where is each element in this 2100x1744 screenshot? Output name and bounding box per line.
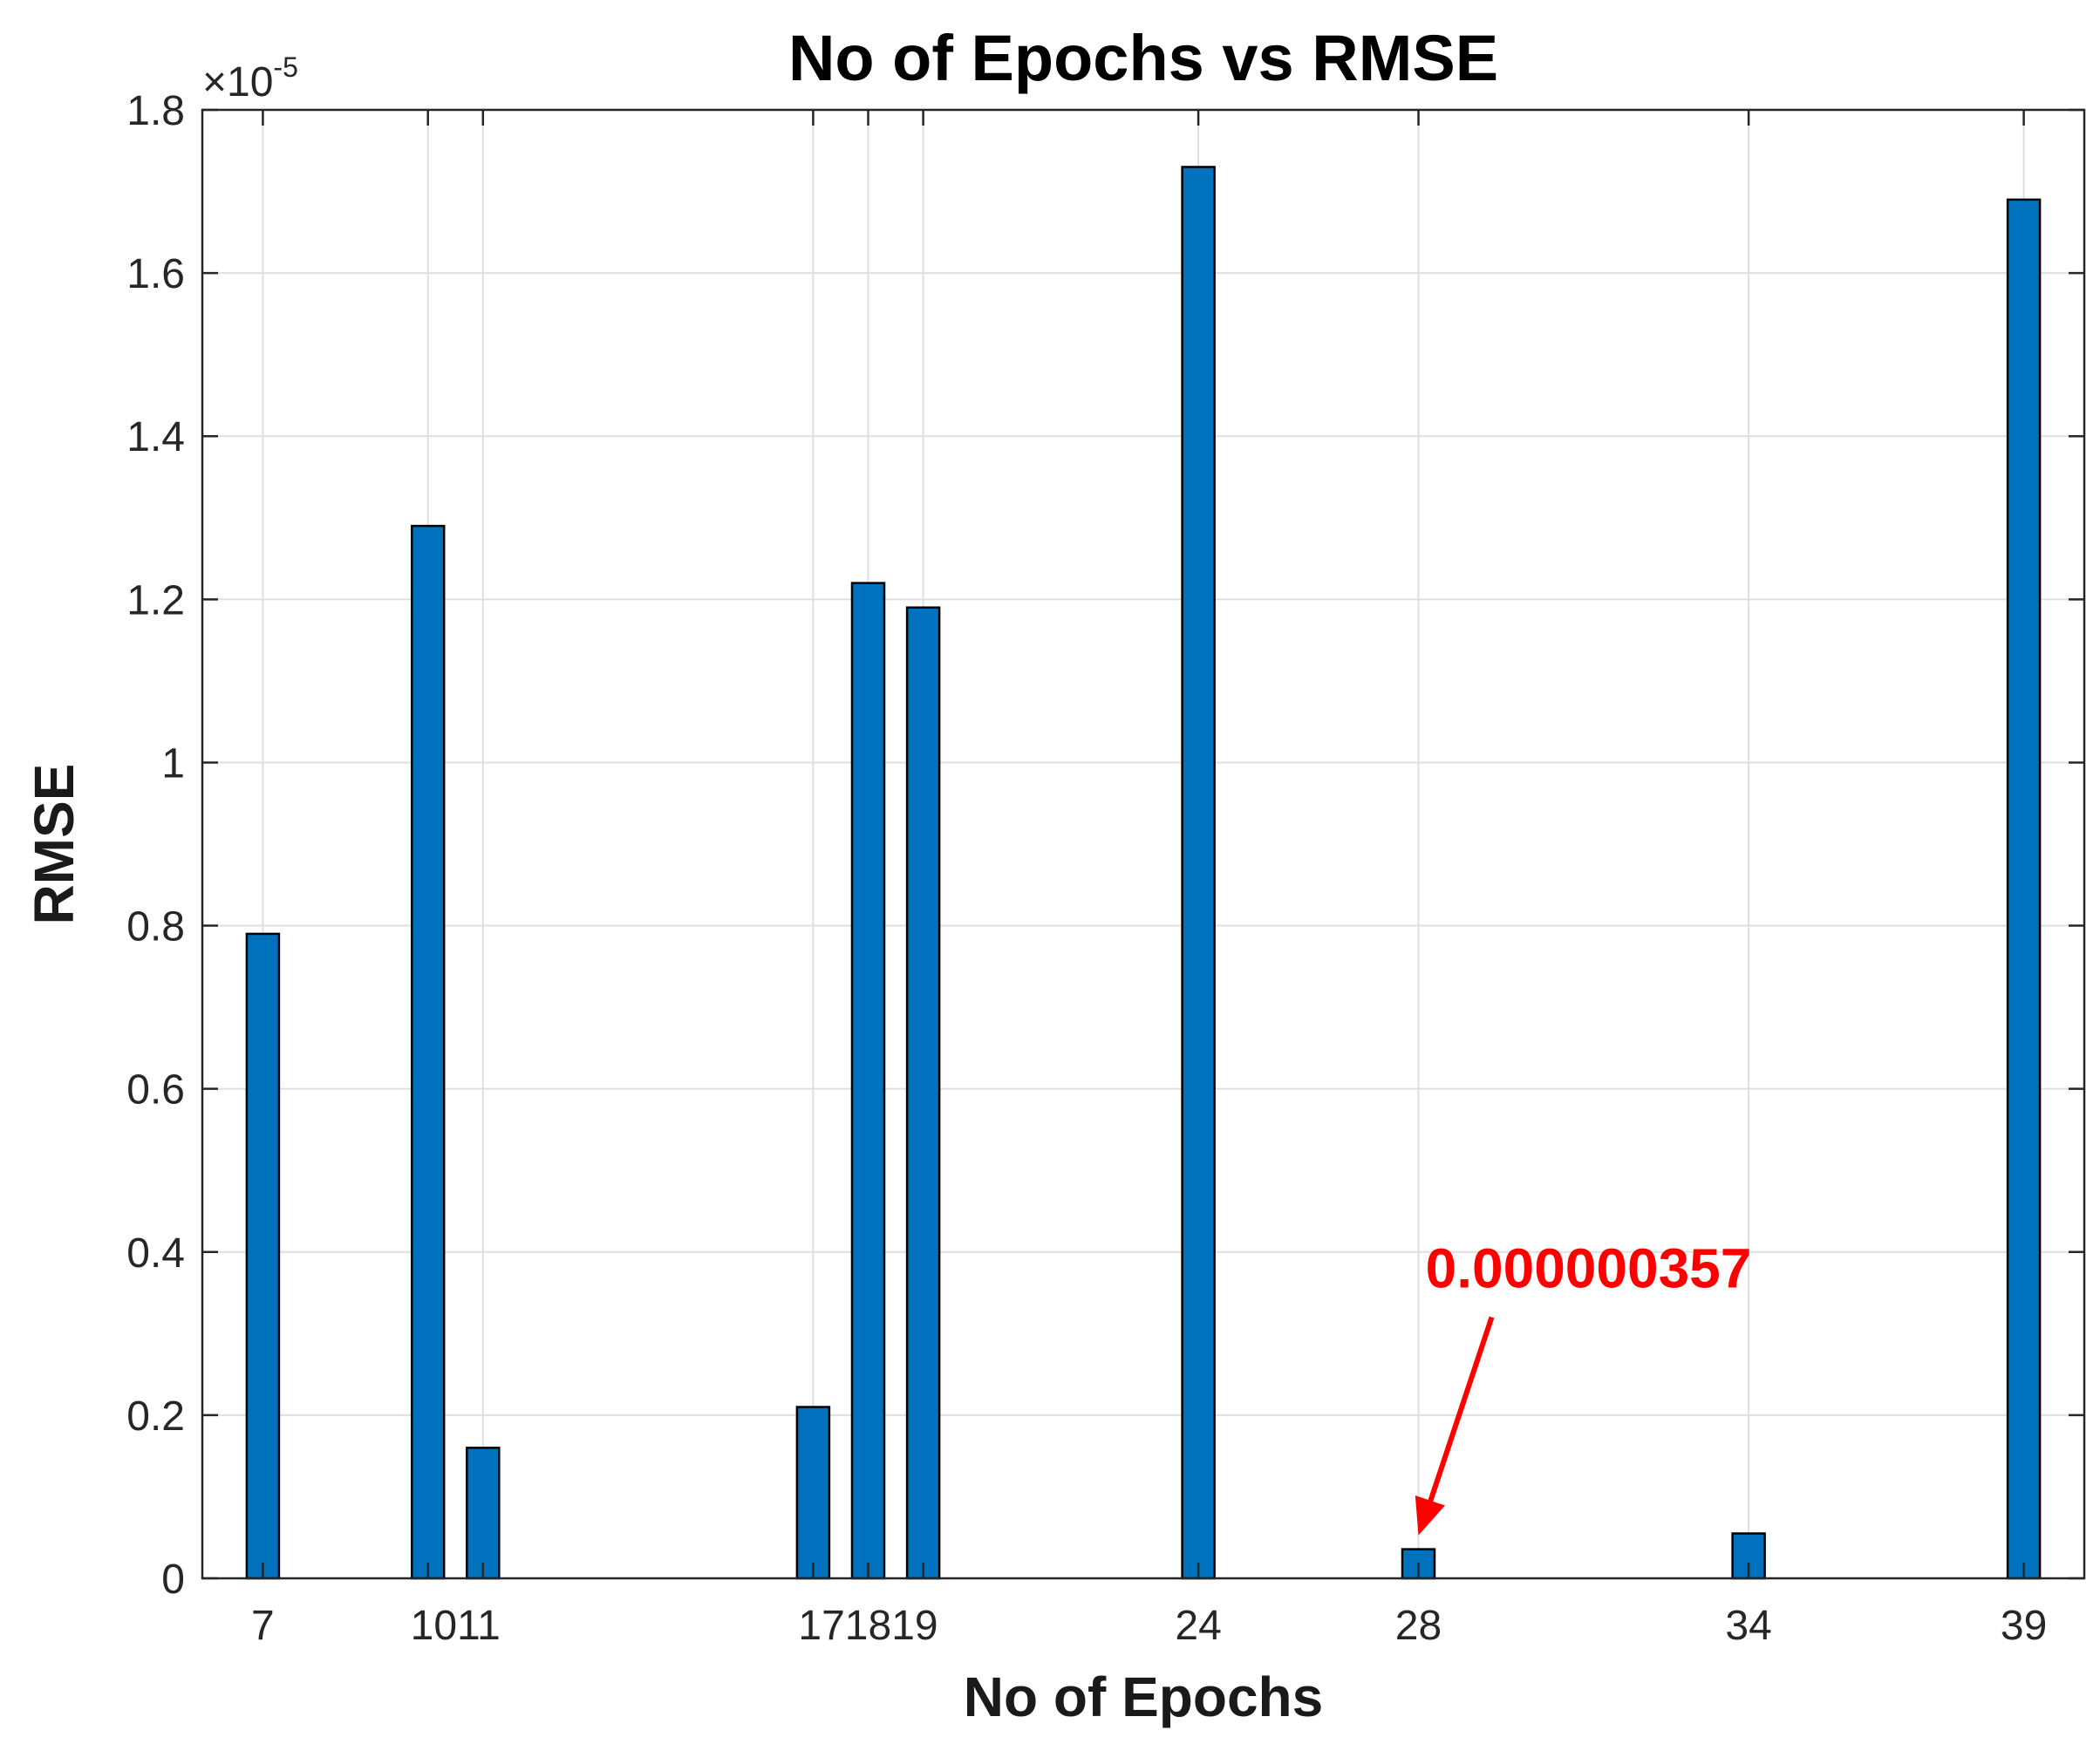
bar-epoch-19 [905,606,941,1580]
y-axis-exponent-power: -5 [273,51,297,83]
y-tick-label: 0.2 [126,1393,185,1440]
y-axis-exponent: ×10-5 [202,51,298,106]
annotation-layer: 0.000000357 [1415,1237,1752,1536]
y-tick-label: 0 [161,1557,185,1603]
x-tick-label: 171819 [798,1603,938,1649]
y-tick-label: 1.4 [126,414,185,460]
y-tick-label: 0.4 [126,1230,185,1277]
axes-box [201,108,2086,1580]
bar-epoch-10 [410,524,446,1580]
y-tick-label: 1.8 [126,88,185,134]
y-axis-label: RMSE [23,764,85,925]
y-tick-label: 1 [161,740,185,787]
bar-epoch-7 [245,932,281,1580]
x-tick-label: 34 [1725,1603,1771,1649]
y-tick-label: 1.2 [126,577,185,623]
chart-title: No of Epochs vs RMSE [788,22,1498,94]
bar-epoch-11 [466,1447,501,1580]
y-tick-label: 0.8 [126,904,185,950]
x-axis-label: No of Epochs [964,1666,1323,1728]
x-tick-label: 24 [1175,1603,1221,1649]
x-tick-label: 1011 [411,1603,501,1649]
x-tick-label: 7 [251,1603,275,1649]
annotation-arrow-shaft [1424,1316,1495,1512]
bar-epoch-24 [1181,166,1216,1580]
bar-epoch-17 [795,1406,831,1580]
annotation-label: 0.000000357 [1426,1237,1752,1300]
annotation-arrow-head [1415,1495,1445,1536]
x-tick-label: 28 [1395,1603,1442,1649]
plot-area: 0 0.2 0.4 0.6 0.8 1 1.2 1.4 1.6 1.8 7 1011 171819 24 2… [126,88,2086,1649]
y-tick-label: 0.6 [126,1067,185,1114]
y-tick-label: 1.6 [126,251,185,297]
bar-epoch-39 [2006,198,2042,1580]
axes-background [202,110,2084,1578]
x-tick-label: 39 [2001,1603,2047,1649]
bar-epoch-18 [850,582,886,1580]
y-axis-exponent-base: ×10 [202,59,273,106]
